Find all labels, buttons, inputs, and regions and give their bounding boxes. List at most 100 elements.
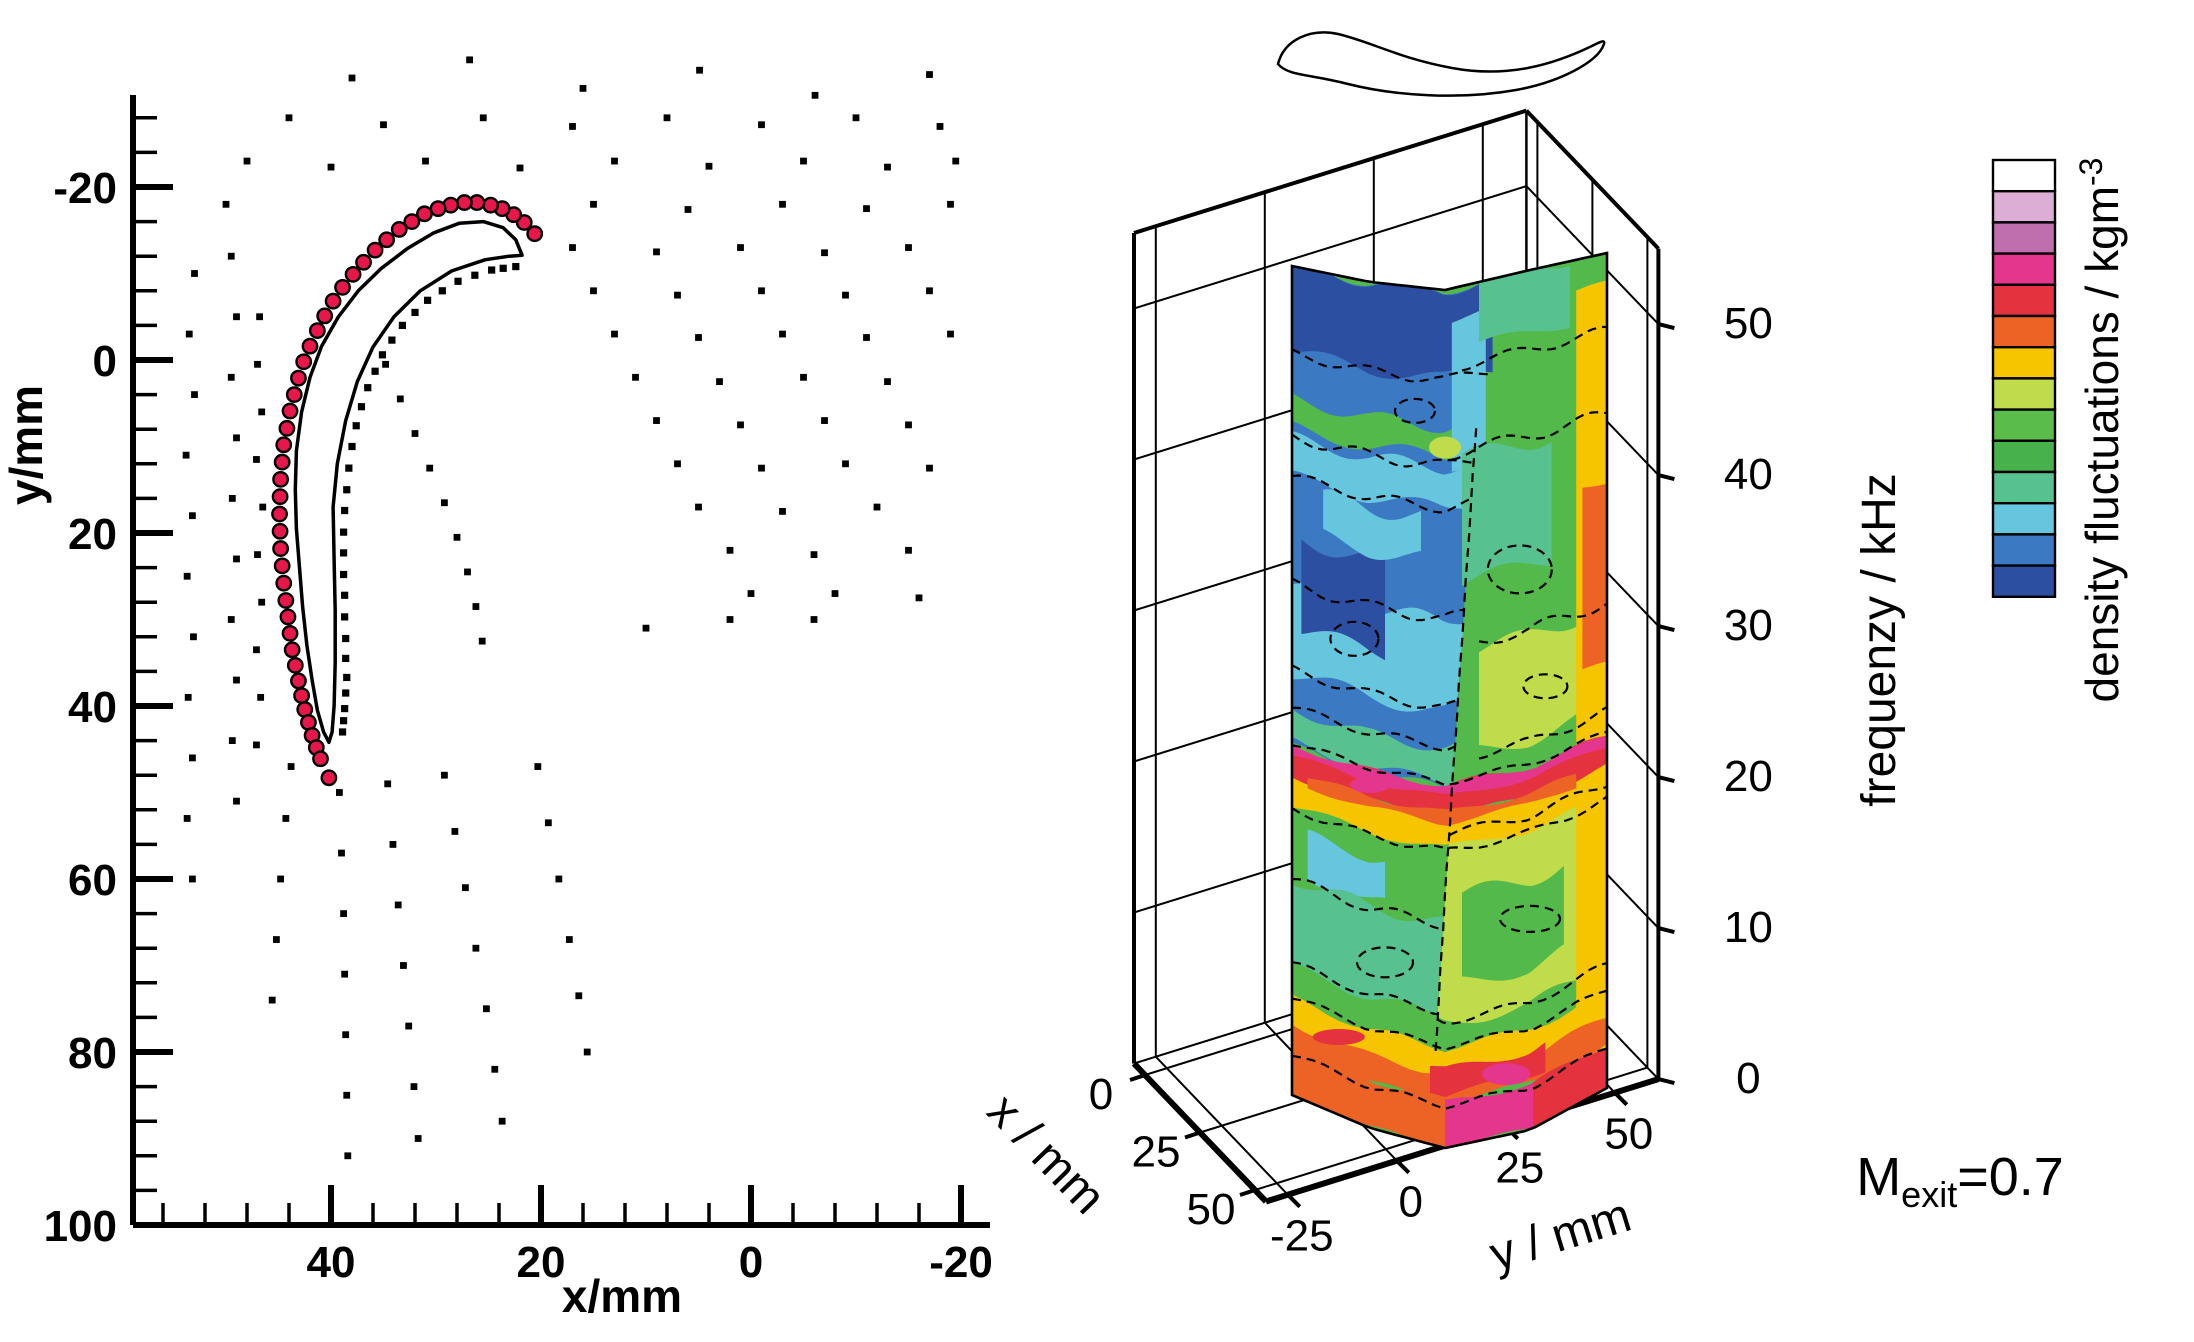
data-point	[228, 495, 236, 502]
data-point	[579, 84, 587, 92]
colorbar-cell	[1991, 377, 2057, 411]
data-point	[293, 687, 310, 705]
contour-band	[1323, 489, 1421, 560]
z-tick-3d	[1657, 775, 1675, 784]
contour-band	[1462, 441, 1552, 587]
data-point	[340, 717, 348, 725]
x-tick-label-3d: 50	[1187, 1185, 1236, 1234]
data-point	[295, 353, 313, 371]
contour-band	[1292, 735, 1607, 821]
data-point	[380, 121, 387, 129]
data-point	[344, 265, 362, 283]
data-point	[273, 557, 291, 575]
mach-annotation-sub: exit	[1901, 1174, 1957, 1215]
data-point	[800, 157, 807, 165]
data-point	[282, 815, 290, 822]
contour-band	[1292, 765, 1607, 845]
data-point	[403, 213, 421, 231]
data-point	[341, 506, 349, 515]
data-point	[863, 205, 870, 213]
data-point	[478, 637, 486, 645]
data-point	[378, 351, 387, 359]
z-tick-label-3d: 30	[1724, 601, 1773, 650]
data-point	[758, 287, 765, 295]
data-point	[228, 737, 236, 744]
data-point	[400, 962, 407, 969]
data-point	[290, 672, 307, 690]
data-point	[342, 1031, 350, 1039]
surface-outline	[1290, 251, 1609, 1150]
data-point	[390, 220, 408, 238]
data-point	[884, 378, 891, 386]
data-point	[642, 624, 650, 632]
field-points	[182, 56, 960, 1160]
x-tick-label: -20	[929, 1238, 993, 1287]
contour-dash	[1448, 785, 1607, 837]
colorbar-cell	[1991, 283, 2057, 318]
contour-band	[1292, 709, 1455, 787]
contour-dash	[1292, 348, 1493, 383]
contour-patch	[1312, 1028, 1365, 1045]
y-tick-label: 40	[68, 683, 117, 732]
colorbar-cell	[1991, 408, 2057, 443]
contour-band	[1479, 266, 1570, 343]
data-point	[191, 270, 198, 277]
contour-band	[1582, 483, 1607, 670]
data-point	[283, 641, 301, 659]
data-point	[342, 634, 350, 643]
colorbar-cell	[1991, 158, 2057, 193]
data-point	[821, 417, 828, 424]
data-point	[341, 591, 349, 599]
data-point	[290, 369, 307, 387]
data-point	[287, 763, 295, 770]
data-point	[355, 253, 372, 271]
z-tick-label-3d: 20	[1724, 752, 1773, 801]
data-point	[674, 291, 681, 299]
suction-side-points	[271, 194, 544, 787]
data-point	[279, 608, 297, 626]
data-point	[338, 849, 345, 857]
contour-dash	[1451, 411, 1607, 461]
data-point	[243, 157, 251, 165]
data-point	[873, 503, 881, 511]
data-point	[281, 624, 299, 642]
data-point	[821, 249, 828, 257]
data-point	[441, 499, 448, 507]
contour-surface	[1292, 253, 1607, 1148]
data-point	[555, 875, 563, 883]
contour-dash-blob	[1393, 397, 1437, 425]
data-point	[271, 505, 288, 523]
contour-band	[1451, 308, 1486, 472]
data-point	[189, 754, 196, 762]
z-tick-3d	[1657, 322, 1675, 331]
data-point	[462, 884, 469, 892]
data-point	[632, 373, 639, 381]
data-point	[565, 936, 573, 943]
data-point	[779, 200, 786, 208]
contour-dash-blob	[1498, 904, 1562, 934]
data-point	[253, 646, 260, 654]
data-point	[491, 1065, 499, 1073]
data-point	[233, 434, 240, 442]
colorbar-cell	[1991, 314, 2057, 349]
data-point	[344, 1152, 352, 1160]
data-point	[779, 330, 786, 338]
data-point	[273, 453, 291, 471]
data-point	[343, 486, 351, 494]
contour-patch	[1429, 436, 1461, 459]
contour-band	[1292, 1050, 1445, 1148]
y-tick-3d	[1395, 1159, 1411, 1175]
contour-dash	[1292, 730, 1607, 787]
data-point	[915, 594, 923, 602]
contour-dash-blob	[1329, 620, 1380, 657]
contour-band	[1479, 611, 1598, 749]
data-point	[842, 291, 849, 299]
data-point	[438, 287, 446, 295]
data-point	[884, 163, 891, 171]
y-tick-label-3d: -25	[1270, 1212, 1334, 1261]
data-point	[663, 114, 671, 122]
contour-band	[1462, 865, 1564, 981]
data-point	[479, 114, 487, 122]
